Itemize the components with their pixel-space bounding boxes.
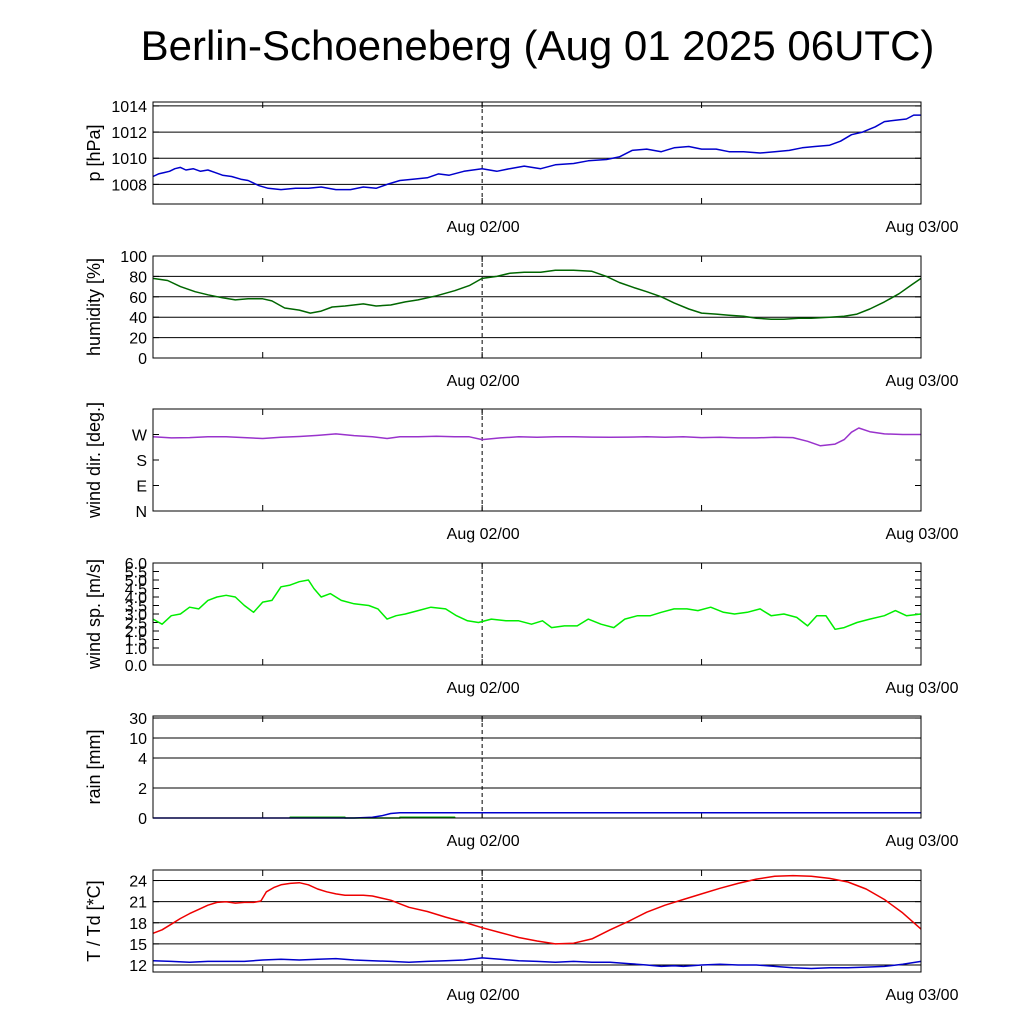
pressure-ytick-label: 1010 (111, 151, 147, 168)
wind-speed-ytick-label: 3.0 (125, 607, 147, 624)
temperature-ytick-label: 24 (129, 874, 147, 891)
temperature-xtick-label: Aug 03/00 (886, 987, 959, 1004)
wind-speed-panel: 0.01.01.52.02.53.03.54.04.55.05.56.0 Aug … (84, 556, 959, 697)
temperature-ytick-label: 12 (129, 958, 147, 975)
pressure-ytick-label: 1008 (111, 177, 147, 194)
rain-ytick-label: 10 (129, 731, 147, 748)
temperature-panel: 12 15 18 21 24 Aug 02/00 Aug 03/00 T / Td [*C] (84, 869, 959, 1004)
wind-direction-xtick-label: Aug 03/00 (886, 526, 959, 543)
wind-speed-ytick-label: 2.0 (125, 624, 147, 641)
humidity-xtick-label: Aug 03/00 (886, 373, 959, 390)
humidity-series-line-0 (152, 269, 922, 320)
wind-speed-ytick-label: 5.0 (125, 573, 147, 590)
temperature-ytick-label: 21 (129, 895, 147, 912)
wind-direction-ytick-label: E (136, 479, 147, 496)
pressure-ytick-label: 1012 (111, 125, 147, 142)
wind-direction-ytick-label: S (136, 453, 147, 470)
wind-speed-ytick-label: 4.0 (125, 590, 147, 607)
temperature-ytick-label: 15 (129, 937, 147, 954)
rain-xtick-label: Aug 02/00 (447, 833, 520, 850)
temperature-series-line-1 (152, 957, 922, 970)
pressure-ylabel: p [hPa] (84, 124, 104, 181)
wind-speed-frame (152, 562, 922, 666)
wind-direction-ylabel: wind dir. [deg.] (84, 402, 104, 519)
temperature-ylabel: T / Td [*C] (84, 880, 104, 961)
humidity-ytick-label: 100 (120, 249, 147, 266)
rain-ytick-label: 2 (138, 781, 147, 798)
humidity-ytick-label: 20 (129, 331, 147, 348)
wind-speed-ylabel: wind sp. [m/s] (84, 559, 104, 670)
rain-ylabel: rain [mm] (84, 729, 104, 804)
pressure-frame (152, 101, 922, 205)
pressure-xtick-label: Aug 02/00 (447, 219, 520, 236)
wind-speed-xtick-label: Aug 02/00 (447, 680, 520, 697)
rain-ytick-label: 30 (129, 711, 147, 728)
humidity-ylabel: humidity [%] (84, 258, 104, 356)
pressure-xtick-label: Aug 03/00 (886, 219, 959, 236)
wind-speed-ytick-label: 2.5 (125, 616, 147, 633)
chart-title: Berlin-Schoeneberg (Aug 01 2025 06UTC) (140, 22, 935, 69)
wind-direction-ytick-label: N (135, 504, 147, 521)
pressure-series-line-0 (152, 114, 921, 191)
rain-panel: 0 2 4 10 30 Aug 02/00 Aug 03/00 rain [mm] (84, 711, 959, 850)
humidity-ytick-label: 0 (138, 351, 147, 368)
wind-speed-ytick-label: 6.0 (125, 556, 147, 573)
rain-frame (152, 715, 922, 819)
temperature-ytick-label: 18 (129, 916, 147, 933)
wind-speed-ytick-label: 1.0 (125, 641, 147, 658)
wind-direction-ytick-label: W (132, 428, 148, 445)
temperature-xtick-label: Aug 02/00 (447, 987, 520, 1004)
wind-direction-xtick-label: Aug 02/00 (447, 526, 520, 543)
wind-speed-ytick-label: 5.5 (125, 565, 147, 582)
humidity-panel: 0 20 40 60 80 100 Aug 02/00 Aug 03/00 humidity [… (84, 249, 959, 390)
wind-speed-ytick-label: 3.5 (125, 599, 147, 616)
wind-speed-xtick-label: Aug 03/00 (886, 680, 959, 697)
humidity-ytick-label: 60 (129, 290, 147, 307)
humidity-ytick-label: 40 (129, 310, 147, 327)
wind-speed-ytick-label: 4.5 (125, 582, 147, 599)
temperature-frame (152, 869, 922, 973)
wind-direction-frame (152, 408, 922, 512)
wind-speed-ytick-label: 0.0 (125, 658, 147, 675)
wind-speed-ytick-label: 1.5 (125, 633, 147, 650)
pressure-ytick-label: 1014 (111, 99, 147, 116)
wind-speed-series-line-0 (152, 579, 922, 631)
rain-xtick-label: Aug 03/00 (886, 833, 959, 850)
wind-direction-series-line-0 (152, 427, 921, 447)
humidity-ytick-label: 80 (129, 269, 147, 286)
rain-series-line-1 (153, 812, 921, 819)
pressure-panel: 1008 1010 1012 1014 Aug 02/00 Aug 03/00 p [hPa… (84, 99, 959, 236)
rain-ytick-label: 0 (138, 811, 147, 828)
temperature-series-line-0 (152, 874, 922, 945)
humidity-xtick-label: Aug 02/00 (447, 373, 520, 390)
rain-ytick-label: 4 (138, 751, 147, 768)
humidity-frame (152, 255, 922, 359)
